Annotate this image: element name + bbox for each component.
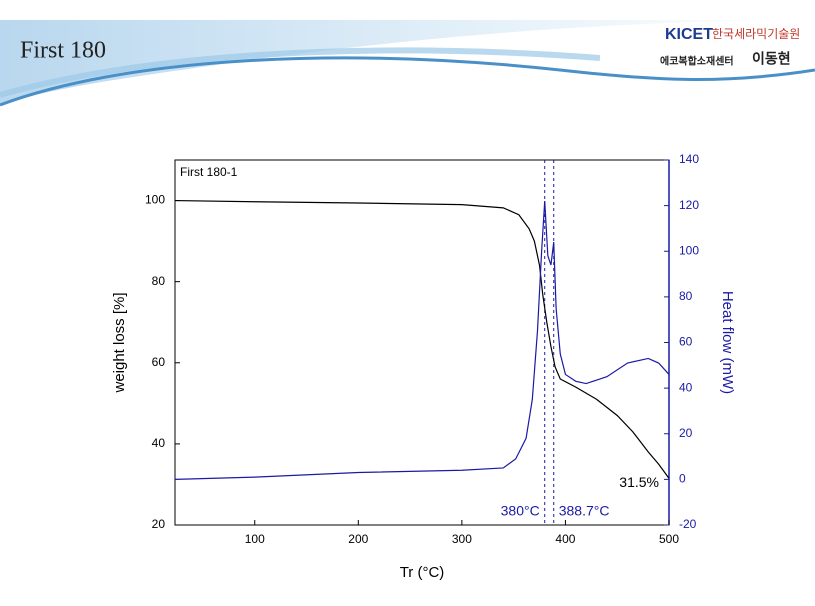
- plot-frame: [174, 159, 670, 526]
- y-tick-label: 40: [152, 436, 166, 450]
- annotation-label: 388.7°C: [559, 503, 610, 519]
- chart-title: First 180-1: [180, 165, 238, 179]
- x-tick-label: 500: [659, 532, 679, 546]
- y2-tick-label: 120: [679, 198, 699, 212]
- logo: KICET: [665, 26, 713, 43]
- y2-tick-label: 60: [679, 335, 693, 349]
- y2-tick-label: 140: [679, 152, 699, 166]
- y2-axis-label: Heat flow (mW): [719, 291, 736, 394]
- center-name: 에코복합소재센터: [660, 55, 734, 68]
- y-tick-label: 60: [152, 355, 166, 369]
- header-decoration: [0, 0, 815, 107]
- slide-title: First 180: [20, 38, 106, 64]
- x-tick-label: 300: [452, 532, 472, 546]
- chart: 100 200 300 400 500 20 40 60 80 100 -20 0 20 40 60 80 10…: [111, 152, 736, 581]
- x-tick-label: 400: [555, 532, 575, 546]
- y2-tick-label: 80: [679, 289, 693, 303]
- data-line: [174, 199, 670, 479]
- y2-tick-label: 40: [679, 380, 693, 394]
- y2-tick-label: 0: [679, 472, 686, 486]
- x-tick-label: 200: [348, 532, 368, 546]
- y-tick-label: 80: [152, 274, 166, 288]
- y2-tick-label: -20: [679, 517, 697, 531]
- x-axis-label: Tr (°C): [400, 564, 445, 581]
- y-axis-label: weight loss [%]: [111, 292, 128, 393]
- x-tick-label: 100: [245, 532, 265, 546]
- author: 이동현: [752, 51, 791, 67]
- data-line: [174, 201, 670, 480]
- annotation-label: 31.5%: [619, 474, 659, 490]
- y2-tick-label: 20: [679, 426, 693, 440]
- annotation-label: 380°C: [501, 503, 540, 519]
- org-name: 한국세라믹기술원: [712, 27, 800, 41]
- y-tick-label: 20: [152, 517, 166, 531]
- y-tick-label: 100: [145, 193, 165, 207]
- y2-tick-label: 100: [679, 243, 699, 257]
